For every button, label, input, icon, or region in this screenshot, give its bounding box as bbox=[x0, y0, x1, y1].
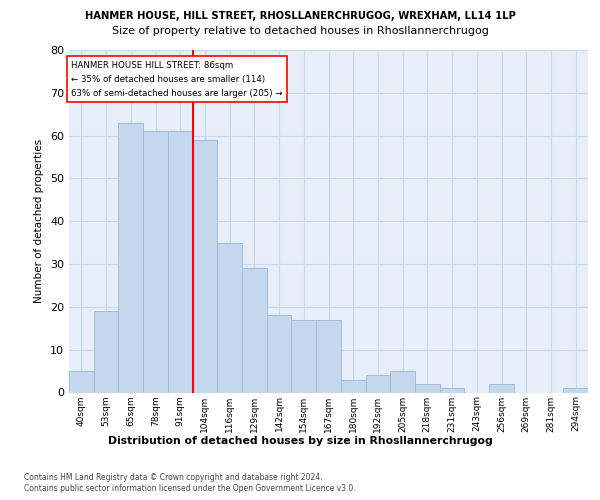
Bar bbox=[563, 388, 588, 392]
Bar bbox=[341, 380, 365, 392]
Bar bbox=[94, 311, 118, 392]
Text: Distribution of detached houses by size in Rhosllannerchrugog: Distribution of detached houses by size … bbox=[107, 436, 493, 446]
Text: Contains HM Land Registry data © Crown copyright and database right 2024.: Contains HM Land Registry data © Crown c… bbox=[24, 472, 323, 482]
Text: Contains public sector information licensed under the Open Government Licence v3: Contains public sector information licen… bbox=[24, 484, 356, 493]
Text: HANMER HOUSE, HILL STREET, RHOSLLANERCHRUGOG, WREXHAM, LL14 1LP: HANMER HOUSE, HILL STREET, RHOSLLANERCHR… bbox=[85, 11, 515, 21]
Bar bbox=[267, 316, 292, 392]
Bar bbox=[118, 123, 143, 392]
Bar bbox=[390, 371, 415, 392]
Bar bbox=[193, 140, 217, 392]
Bar bbox=[292, 320, 316, 392]
Bar bbox=[489, 384, 514, 392]
Bar bbox=[242, 268, 267, 392]
Y-axis label: Number of detached properties: Number of detached properties bbox=[34, 139, 44, 304]
Bar bbox=[415, 384, 440, 392]
Bar bbox=[143, 132, 168, 392]
Bar bbox=[316, 320, 341, 392]
Text: Size of property relative to detached houses in Rhosllannerchrugog: Size of property relative to detached ho… bbox=[112, 26, 488, 36]
Bar bbox=[168, 132, 193, 392]
Bar bbox=[217, 242, 242, 392]
Bar bbox=[440, 388, 464, 392]
Bar bbox=[69, 371, 94, 392]
Text: HANMER HOUSE HILL STREET: 86sqm
← 35% of detached houses are smaller (114)
63% o: HANMER HOUSE HILL STREET: 86sqm ← 35% of… bbox=[71, 60, 283, 98]
Bar bbox=[365, 376, 390, 392]
